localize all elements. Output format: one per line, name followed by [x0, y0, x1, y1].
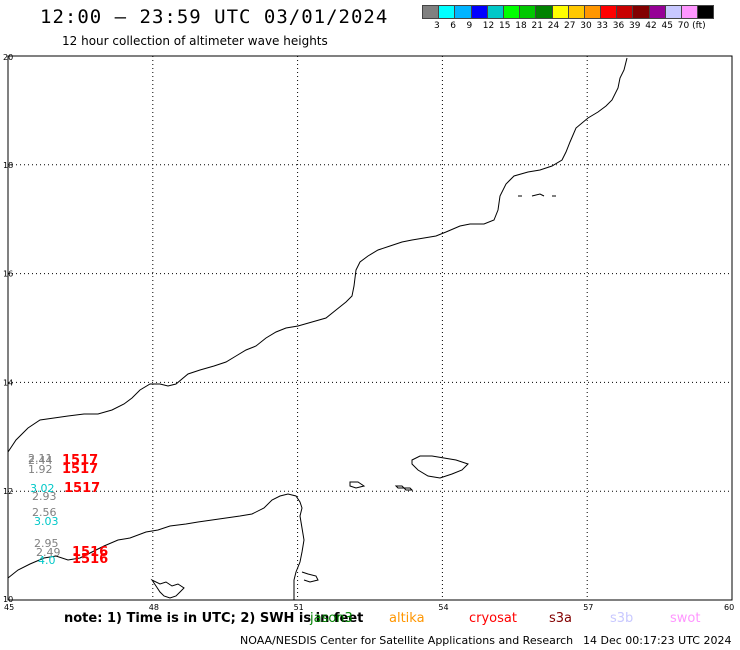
wave-height-observation: 2.11 — [28, 452, 53, 465]
island-kuria-muria — [518, 193, 556, 197]
wave-height-observation: 2.93 — [32, 490, 57, 503]
color-scale-label: 6 — [450, 21, 456, 31]
coastal-feature — [150, 578, 185, 599]
map-subtitle: 12 hour collection of altimeter wave hei… — [62, 34, 328, 48]
color-scale-label: 21 — [531, 21, 543, 31]
map-title: 12:00 — 23:59 UTC 03/01/2024 — [40, 6, 389, 28]
latitude-tick-label: 14 — [3, 378, 13, 387]
wave-height-observation: 4.0 — [38, 554, 56, 567]
island-socotra — [411, 455, 469, 479]
wave-height-observation: 3.02 — [30, 482, 55, 495]
color-scale-label: 45 — [661, 21, 673, 31]
color-scale-label: 27 — [564, 21, 576, 31]
wave-height-observation: 2.49 — [36, 546, 61, 559]
latitude-tick-label: 12 — [3, 487, 13, 496]
map-frame — [7, 55, 733, 601]
timestamp-text: 14 Dec 00:17:23 UTC 2024 — [583, 634, 732, 647]
color-scale-label: 18 — [515, 21, 527, 31]
color-swatch — [697, 5, 715, 19]
wave-height-observation: 1516 — [72, 545, 108, 560]
color-scale-label: 9 — [466, 21, 473, 31]
coastline-somalia — [7, 493, 305, 600]
latitude-tick-label: 10 — [3, 595, 13, 604]
wave-height-observation: 1517 — [62, 462, 98, 477]
wave-height-observation: 1.92 — [28, 463, 53, 476]
color-scale-label: 36 — [612, 21, 625, 31]
color-scale-label: 24 — [547, 21, 560, 31]
longitude-tick-label: 51 — [294, 603, 304, 612]
longitude-tick-label: 45 — [4, 603, 14, 612]
satellite-legend-swot: swot — [670, 611, 701, 626]
color-scale-label: 3 — [434, 21, 440, 31]
color-scale-label: 15 — [499, 21, 511, 31]
island-abd-al-kuri — [349, 481, 366, 489]
satellite-legend-cryosat: cryosat — [469, 611, 517, 626]
wave-height-observation: 3.03 — [34, 515, 59, 528]
wave-height-observation: 1517 — [64, 481, 100, 496]
latitude-tick-label: 20 — [3, 53, 13, 62]
latitude-tick-label: 16 — [3, 270, 13, 279]
footer-note: note: 1) Time is in UTC; 2) SWH is in fe… — [64, 611, 364, 626]
color-scale-label: 33 — [596, 21, 608, 31]
island-small-1 — [394, 485, 406, 489]
color-scale-label: 12 — [482, 21, 495, 31]
latitude-tick-label: 18 — [3, 161, 13, 170]
wave-height-color-scale: 3 6 9 12 15 18 21 24 27 30 33 36 39 42 45 70 (ft) — [422, 5, 732, 33]
longitude-tick-label: 54 — [438, 603, 448, 612]
longitude-tick-label: 57 — [583, 603, 593, 612]
wave-height-observation: 1516 — [72, 552, 108, 567]
credit-text: NOAA/NESDIS Center for Satellite Applica… — [240, 634, 574, 647]
longitude-tick-label: 48 — [149, 603, 159, 612]
satellite-legend-s3a: s3a — [549, 611, 573, 626]
satellite-legend-altika: altika — [389, 611, 425, 626]
wave-height-observation: 1517 — [62, 453, 98, 468]
color-scale-label: 42 — [645, 21, 657, 31]
island-small-2 — [402, 487, 414, 491]
color-scale-label: 30 — [580, 21, 592, 31]
coastline-arabia — [7, 57, 628, 453]
wave-height-observation: 2.56 — [32, 506, 57, 519]
wave-height-observation: 2.95 — [34, 537, 59, 550]
satellite-legend-jason3: jason3 — [310, 611, 353, 626]
wave-height-observation: 2.44 — [28, 454, 53, 467]
satellite-legend-s3b: s3b — [610, 611, 634, 626]
color-scale-label: 39 — [629, 21, 641, 31]
longitude-tick-label: 60 — [724, 603, 734, 612]
coastline-ras-hafun — [301, 571, 319, 583]
color-scale-label: 70 (ft) — [677, 21, 706, 31]
